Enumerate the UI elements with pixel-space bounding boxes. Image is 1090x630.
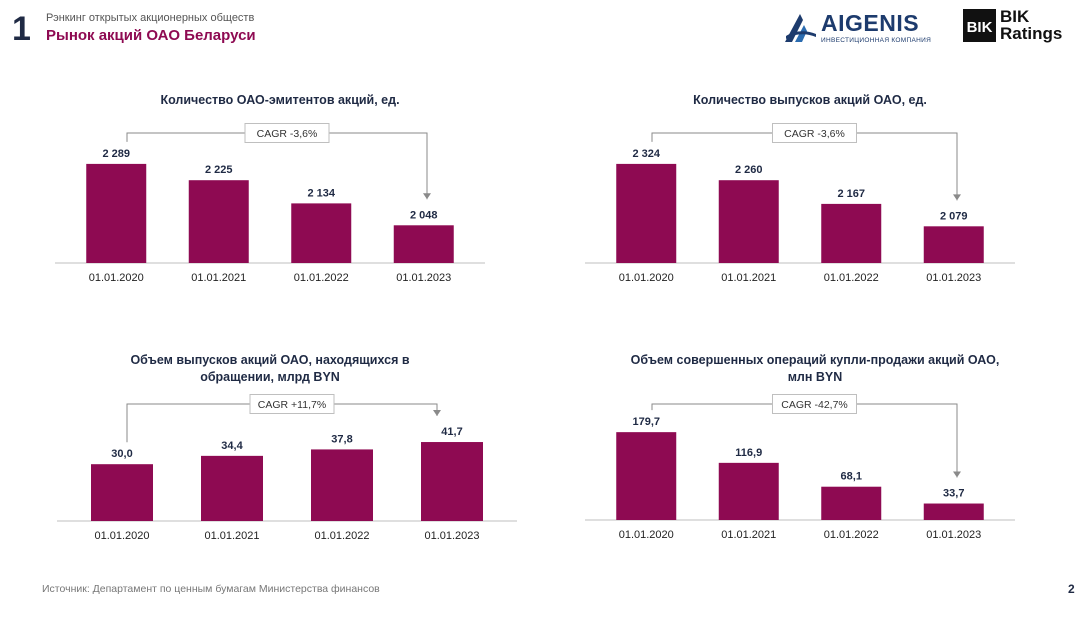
data-label: 179,7 <box>632 416 660 428</box>
bar <box>201 455 263 521</box>
cagr-label: CAGR -42,7% <box>781 399 848 411</box>
bik-mark-text: BIK <box>967 19 993 36</box>
data-label: 2 167 <box>837 188 865 200</box>
aigenis-mark-icon <box>785 14 816 42</box>
x-tick-label: 01.01.2020 <box>619 272 674 284</box>
chart-title: Количество выпусков акций ОАО, ед. <box>693 93 927 107</box>
data-label: 41,7 <box>441 426 462 438</box>
chart-svg: CAGR -3,6% 2 324 01.01.2020 2 260 01.01.2021… <box>585 123 1015 284</box>
data-label: 68,1 <box>841 471 862 483</box>
bar <box>311 449 373 521</box>
section-number: 1 <box>12 10 31 48</box>
x-tick-label: 01.01.2020 <box>89 272 144 284</box>
bar <box>616 163 677 263</box>
bar <box>291 203 352 263</box>
cagr-bracket <box>651 132 958 201</box>
chart-issues-count: Количество выпусков акций ОАО, ед. CAGR … <box>545 88 1075 368</box>
bar <box>821 203 882 263</box>
chart-issuers-count: Количество ОАО-эмитентов акций, ед. CAGR… <box>15 88 545 368</box>
x-tick-label: 01.01.2023 <box>926 529 981 541</box>
x-tick-label: 01.01.2021 <box>721 272 776 284</box>
bik-name-line1: BIK <box>1000 7 1030 26</box>
chart-title: Объем совершенных операций купли-продажи… <box>630 353 1000 384</box>
chart-trade-volume: Объем совершенных операций купли-продажи… <box>545 350 1075 630</box>
bar <box>821 486 882 520</box>
data-label: 2 225 <box>205 164 233 176</box>
data-label: 37,8 <box>331 433 352 445</box>
bar <box>393 225 454 263</box>
x-tick-label: 01.01.2023 <box>926 272 981 284</box>
chart-title: Количество ОАО-эмитентов акций, ед. <box>160 93 400 107</box>
data-label: 2 289 <box>102 148 130 160</box>
data-label: 2 048 <box>410 209 438 221</box>
chart-issues-volume: Объем выпусков акций ОАО, находящихся в … <box>25 350 555 630</box>
bik-mark-icon: BIK <box>963 9 996 42</box>
cagr-arrow-icon <box>953 471 961 478</box>
bar <box>718 462 779 520</box>
data-label: 30,0 <box>111 448 132 460</box>
bar <box>421 442 483 521</box>
chart-svg: CAGR -42,7% 179,7 01.01.2020 116,9 01.01.202… <box>585 394 1015 541</box>
bar <box>86 163 147 263</box>
x-tick-label: 01.01.2022 <box>824 529 879 541</box>
x-tick-label: 01.01.2021 <box>721 529 776 541</box>
x-tick-label: 01.01.2020 <box>619 529 674 541</box>
slide-subtitle: Рэнкинг открытых акционерных обществ <box>46 12 255 24</box>
cagr-box <box>772 123 857 143</box>
slide-number: 2 <box>1068 582 1075 596</box>
aigenis-logo: AIGENIS ИНВЕСТИЦИОННАЯ КОМПАНИЯ <box>783 10 943 46</box>
cagr-label: CAGR -3,6% <box>257 128 318 140</box>
cagr-box <box>249 394 335 414</box>
bar <box>923 503 984 520</box>
cagr-box <box>772 394 857 414</box>
data-label: 2 260 <box>735 164 763 176</box>
bik-ratings-logo: BIK BIK Ratings <box>963 7 1078 45</box>
x-tick-label: 01.01.2022 <box>824 272 879 284</box>
slide-header: 1 Рэнкинг открытых акционерных обществ Р… <box>0 0 1090 60</box>
cagr-bracket <box>651 403 958 478</box>
bar <box>91 464 153 521</box>
chart-svg: CAGR +11,7% 30,0 01.01.2020 34,4 01.01.2021 3… <box>57 394 517 542</box>
x-tick-label: 01.01.2023 <box>424 530 479 542</box>
bik-name-line2: Ratings <box>1000 24 1063 43</box>
x-tick-label: 01.01.2021 <box>191 272 246 284</box>
x-tick-label: 01.01.2021 <box>204 530 259 542</box>
cagr-label: CAGR -3,6% <box>784 128 845 140</box>
cagr-arrow-icon <box>433 410 441 417</box>
data-label: 2 134 <box>307 187 335 199</box>
data-label: 34,4 <box>221 440 243 452</box>
source-note: Источник: Департамент по ценным бумагам … <box>42 583 380 595</box>
data-label: 2 324 <box>632 148 660 160</box>
x-tick-label: 01.01.2023 <box>396 272 451 284</box>
cagr-label: CAGR +11,7% <box>258 399 326 411</box>
slide-title: Рынок акций ОАО Беларуси <box>46 27 256 44</box>
data-label: 33,7 <box>943 488 964 500</box>
x-tick-label: 01.01.2022 <box>294 272 349 284</box>
data-label: 2 079 <box>940 210 968 222</box>
cagr-box <box>244 123 330 143</box>
aigenis-tagline: ИНВЕСТИЦИОННАЯ КОМПАНИЯ <box>821 37 932 44</box>
bar <box>923 226 984 263</box>
bar <box>718 180 779 263</box>
x-tick-label: 01.01.2020 <box>94 530 149 542</box>
cagr-arrow-icon <box>953 194 961 201</box>
bar <box>616 432 677 520</box>
cagr-arrow-icon <box>423 193 431 200</box>
x-tick-label: 01.01.2022 <box>314 530 369 542</box>
aigenis-name: AIGENIS <box>821 10 920 36</box>
data-label: 116,9 <box>735 447 762 459</box>
chart-svg: CAGR -3,6% 2 289 01.01.2020 2 225 01.01.2021… <box>55 123 485 284</box>
bar <box>188 180 249 263</box>
chart-title: Объем выпусков акций ОАО, находящихся в … <box>130 353 410 384</box>
